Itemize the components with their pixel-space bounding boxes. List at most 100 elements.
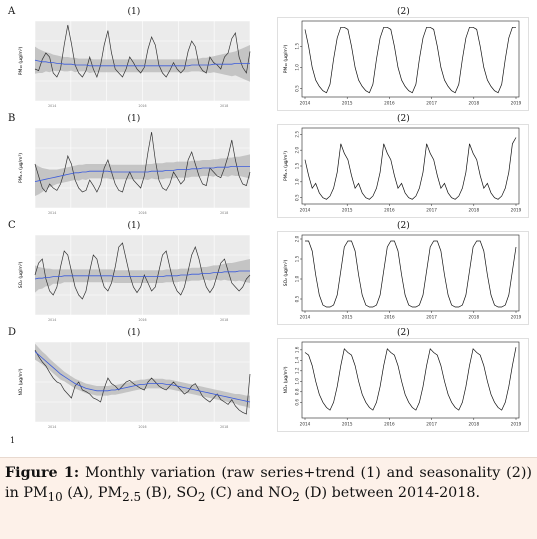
- chart-b-raw-trend: PM₂.₅ (μg/m³) 2014 2016 2018: [18, 127, 251, 215]
- y-tick-label: 0.6: [295, 399, 300, 406]
- y-tick-label: 0.5: [295, 295, 300, 302]
- x-tick-label: 2018: [468, 101, 479, 106]
- x-tick-label: 2018: [220, 211, 228, 215]
- panel-title-a-2: (2): [397, 7, 410, 17]
- seasonal-line: [305, 240, 517, 308]
- x-tick-label: 2014: [48, 104, 56, 108]
- x-tick-label: 2015: [342, 315, 353, 320]
- y-tick-label: 1.0: [295, 275, 300, 282]
- x-tick-label: 2014: [48, 318, 56, 322]
- y-tick-label: 1.5: [295, 255, 300, 262]
- x-tick-label: 2016: [384, 422, 395, 427]
- raw-series-line: [34, 242, 251, 300]
- plot-box: [301, 341, 520, 419]
- chart-c-seasonality: 0.5 1.0 1.5 2.0 2014 2015 2016 2017 2018 2019 SO₂ …: [277, 231, 529, 325]
- trend-line: [34, 59, 250, 67]
- caption-background: [0, 457, 537, 539]
- panel-title-b-1: (1): [127, 114, 141, 124]
- y-axis-label: NO₂ (μg/m³): [283, 366, 289, 393]
- y-tick-label: 1.5: [295, 162, 300, 169]
- x-tick-label: 2019: [511, 208, 522, 213]
- raw-series-line: [34, 349, 251, 415]
- caption-label: Figure 1:: [5, 465, 80, 481]
- confidence-band: [35, 154, 250, 196]
- y-axis-label: NO₂ (μg/m³): [18, 368, 24, 395]
- x-tick-label: 2017: [426, 315, 437, 320]
- confidence-band: [35, 343, 250, 409]
- x-tick-label: 2016: [138, 425, 146, 429]
- x-tick-label: 2015: [342, 208, 353, 213]
- x-tick-label: 2014: [48, 425, 56, 429]
- x-tick-label: 2018: [220, 104, 228, 108]
- x-tick-label: 2019: [511, 101, 522, 106]
- seasonal-line: [304, 26, 516, 94]
- chart-c-raw-trend: SO₂ (μg/m³) 2014 2016 2018: [18, 234, 251, 322]
- x-tick-label: 2018: [220, 425, 228, 429]
- caption-text: Monthly variation (raw series+trend (1) …: [5, 465, 532, 504]
- y-tick-label: 0.5: [295, 85, 300, 92]
- panel-frame: [277, 231, 529, 325]
- seasonal-line: [304, 347, 517, 411]
- panel-title-b-2: (2): [397, 114, 410, 124]
- x-tick-label: 2014: [300, 422, 311, 427]
- panel-title-c-2: (2): [397, 221, 410, 231]
- panel-title-a-1: (1): [127, 7, 141, 17]
- panel-frame: [277, 17, 529, 111]
- y-tick-label: 0.5: [295, 194, 300, 201]
- row-letter-c: C: [8, 220, 16, 231]
- row-letter-d: D: [8, 327, 17, 338]
- x-tick-label: 2018: [468, 208, 479, 213]
- y-axis-label: PM₂.₅ (μg/m³): [18, 153, 24, 183]
- x-tick-label: 2016: [138, 104, 146, 108]
- x-tick-label: 2018: [468, 315, 479, 320]
- chart-b-seasonality: 0.5 1.0 1.5 2.0 2.5 2014 2015 2016 2017 2018 2019 P…: [277, 124, 529, 218]
- seasonal-line: [304, 137, 517, 200]
- x-tick-label: 2014: [300, 208, 311, 213]
- confidence-band: [35, 259, 250, 293]
- y-tick-label: 0.8: [295, 388, 300, 395]
- panel-title-c-1: (1): [127, 221, 141, 231]
- x-tick-label: 2016: [384, 101, 395, 106]
- plot-box: [301, 234, 520, 312]
- y-tick-label: 2.0: [295, 147, 300, 154]
- panel-frame: [277, 338, 529, 432]
- chart-d-seasonality: 0.6 0.8 1.0 1.2 1.4 1.6 2014 2015 2016 2017 2018 20…: [277, 338, 529, 432]
- x-tick-label: 2017: [426, 422, 437, 427]
- panel-title-d-1: (1): [127, 328, 141, 338]
- x-tick-label: 2016: [384, 208, 395, 213]
- x-tick-label: 2015: [342, 422, 353, 427]
- chart-d-raw-trend: NO₂ (μg/m³) 2014 2016 2018: [18, 341, 251, 429]
- trend-line: [34, 270, 250, 280]
- y-axis-label: PM₂.₅ (μg/m³): [283, 151, 289, 181]
- x-tick-label: 2017: [426, 101, 437, 106]
- y-tick-label: 1.0: [295, 178, 300, 185]
- x-tick-label: 2016: [138, 211, 146, 215]
- x-tick-label: 2018: [220, 318, 228, 322]
- trend-line: [34, 351, 251, 403]
- x-tick-label: 2016: [384, 315, 395, 320]
- plot-box: [301, 20, 520, 98]
- y-tick-label: 2.5: [295, 131, 300, 138]
- y-tick-label: 1.0: [295, 378, 300, 385]
- x-tick-label: 2015: [342, 101, 353, 106]
- x-tick-label: 2014: [48, 211, 56, 215]
- panel-frame: [277, 124, 529, 218]
- x-tick-label: 2014: [300, 101, 311, 106]
- x-tick-label: 2014: [300, 315, 311, 320]
- y-tick-label: 1.5: [295, 43, 300, 50]
- y-tick-label: 1.4: [295, 357, 300, 364]
- y-axis-label: PM₁₀ (μg/m³): [18, 46, 24, 75]
- panel-title-d-2: (2): [397, 328, 410, 338]
- y-axis-label: PM₁₀ (μg/m³): [283, 44, 289, 73]
- y-tick-label: 1.6: [295, 346, 300, 353]
- raw-series-line: [34, 24, 251, 78]
- figure-caption: Figure 1: Monthly variation (raw series+…: [5, 463, 532, 507]
- y-tick-label: 2.0: [295, 235, 300, 242]
- page-marker: 1: [10, 436, 16, 445]
- x-tick-label: 2019: [511, 315, 522, 320]
- y-axis-label: SO₂ (μg/m³): [283, 259, 289, 286]
- x-tick-label: 2019: [511, 422, 522, 427]
- trend-line: [34, 166, 250, 182]
- raw-series-line: [34, 131, 251, 193]
- y-tick-label: 1.0: [295, 64, 300, 71]
